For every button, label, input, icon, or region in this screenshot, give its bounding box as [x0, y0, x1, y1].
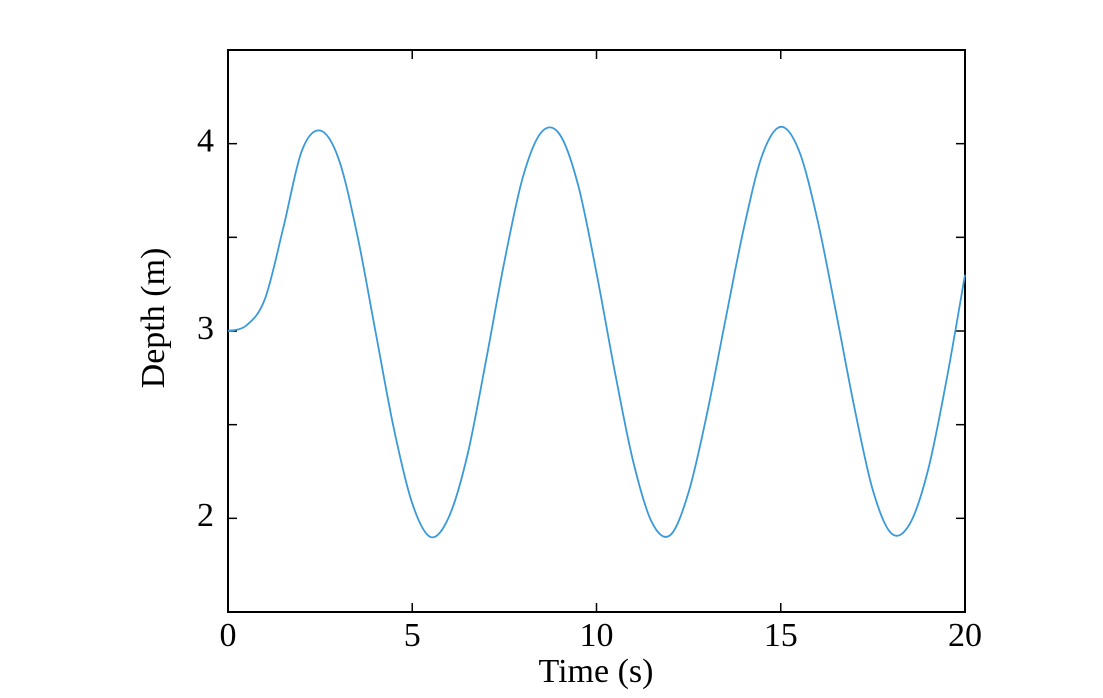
x-tick-label: 5 — [404, 617, 421, 654]
y-tick-label: 3 — [197, 310, 214, 347]
x-axis-label: Time (s) — [539, 653, 654, 690]
x-tick-label: 10 — [580, 617, 614, 654]
line-series — [227, 125, 966, 539]
plot-frame — [227, 49, 966, 613]
x-tick-label: 20 — [948, 617, 982, 654]
x-tick-label: 0 — [220, 617, 237, 654]
y-axis-label: Depth (m) — [135, 248, 172, 389]
y-tick-label: 4 — [197, 122, 214, 159]
x-tick-label: 15 — [764, 617, 798, 654]
y-tick-label: 2 — [197, 497, 214, 534]
